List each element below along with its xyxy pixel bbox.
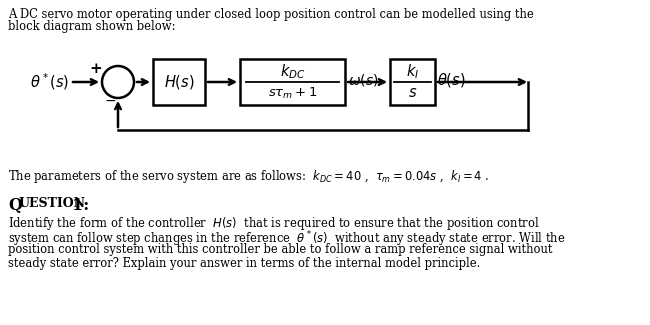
Text: +: +: [90, 62, 103, 76]
Text: $k_{DC}$: $k_{DC}$: [280, 63, 306, 81]
Text: Q: Q: [8, 197, 22, 214]
Text: $\omega(s)$: $\omega(s)$: [348, 72, 378, 88]
Text: The parameters of the servo system are as follows:  $k_{DC}=40$ ,  $\tau_m=0.04s: The parameters of the servo system are a…: [8, 168, 489, 185]
Text: steady state error? Explain your answer in terms of the internal model principle: steady state error? Explain your answer …: [8, 257, 480, 270]
Bar: [390, 59, 435, 105]
Text: A DC servo motor operating under closed loop position control can be modelled us: A DC servo motor operating under closed …: [8, 8, 534, 21]
Text: block diagram shown below:: block diagram shown below:: [8, 20, 176, 33]
Text: 1:: 1:: [72, 197, 89, 214]
Text: UESTION: UESTION: [19, 197, 86, 210]
Text: $-$: $-$: [104, 93, 116, 107]
Text: Identify the form of the controller  $H(s)$  that is required to ensure that the: Identify the form of the controller $H(s…: [8, 215, 539, 232]
Text: $\theta(s)$: $\theta(s)$: [437, 71, 465, 89]
Bar: [240, 59, 345, 105]
Text: position control system with this controller be able to follow a ramp reference : position control system with this contro…: [8, 243, 552, 256]
Bar: [153, 59, 205, 105]
Text: $k_I$: $k_I$: [406, 63, 419, 81]
Text: $\theta^*(s)$: $\theta^*(s)$: [30, 72, 70, 92]
Text: $s\tau_m+1$: $s\tau_m+1$: [268, 85, 317, 100]
Text: $s$: $s$: [408, 86, 417, 100]
Text: system can follow step changes in the reference  $\theta^*(s)$  without any stea: system can follow step changes in the re…: [8, 229, 566, 249]
Text: $H(s)$: $H(s)$: [164, 73, 194, 91]
